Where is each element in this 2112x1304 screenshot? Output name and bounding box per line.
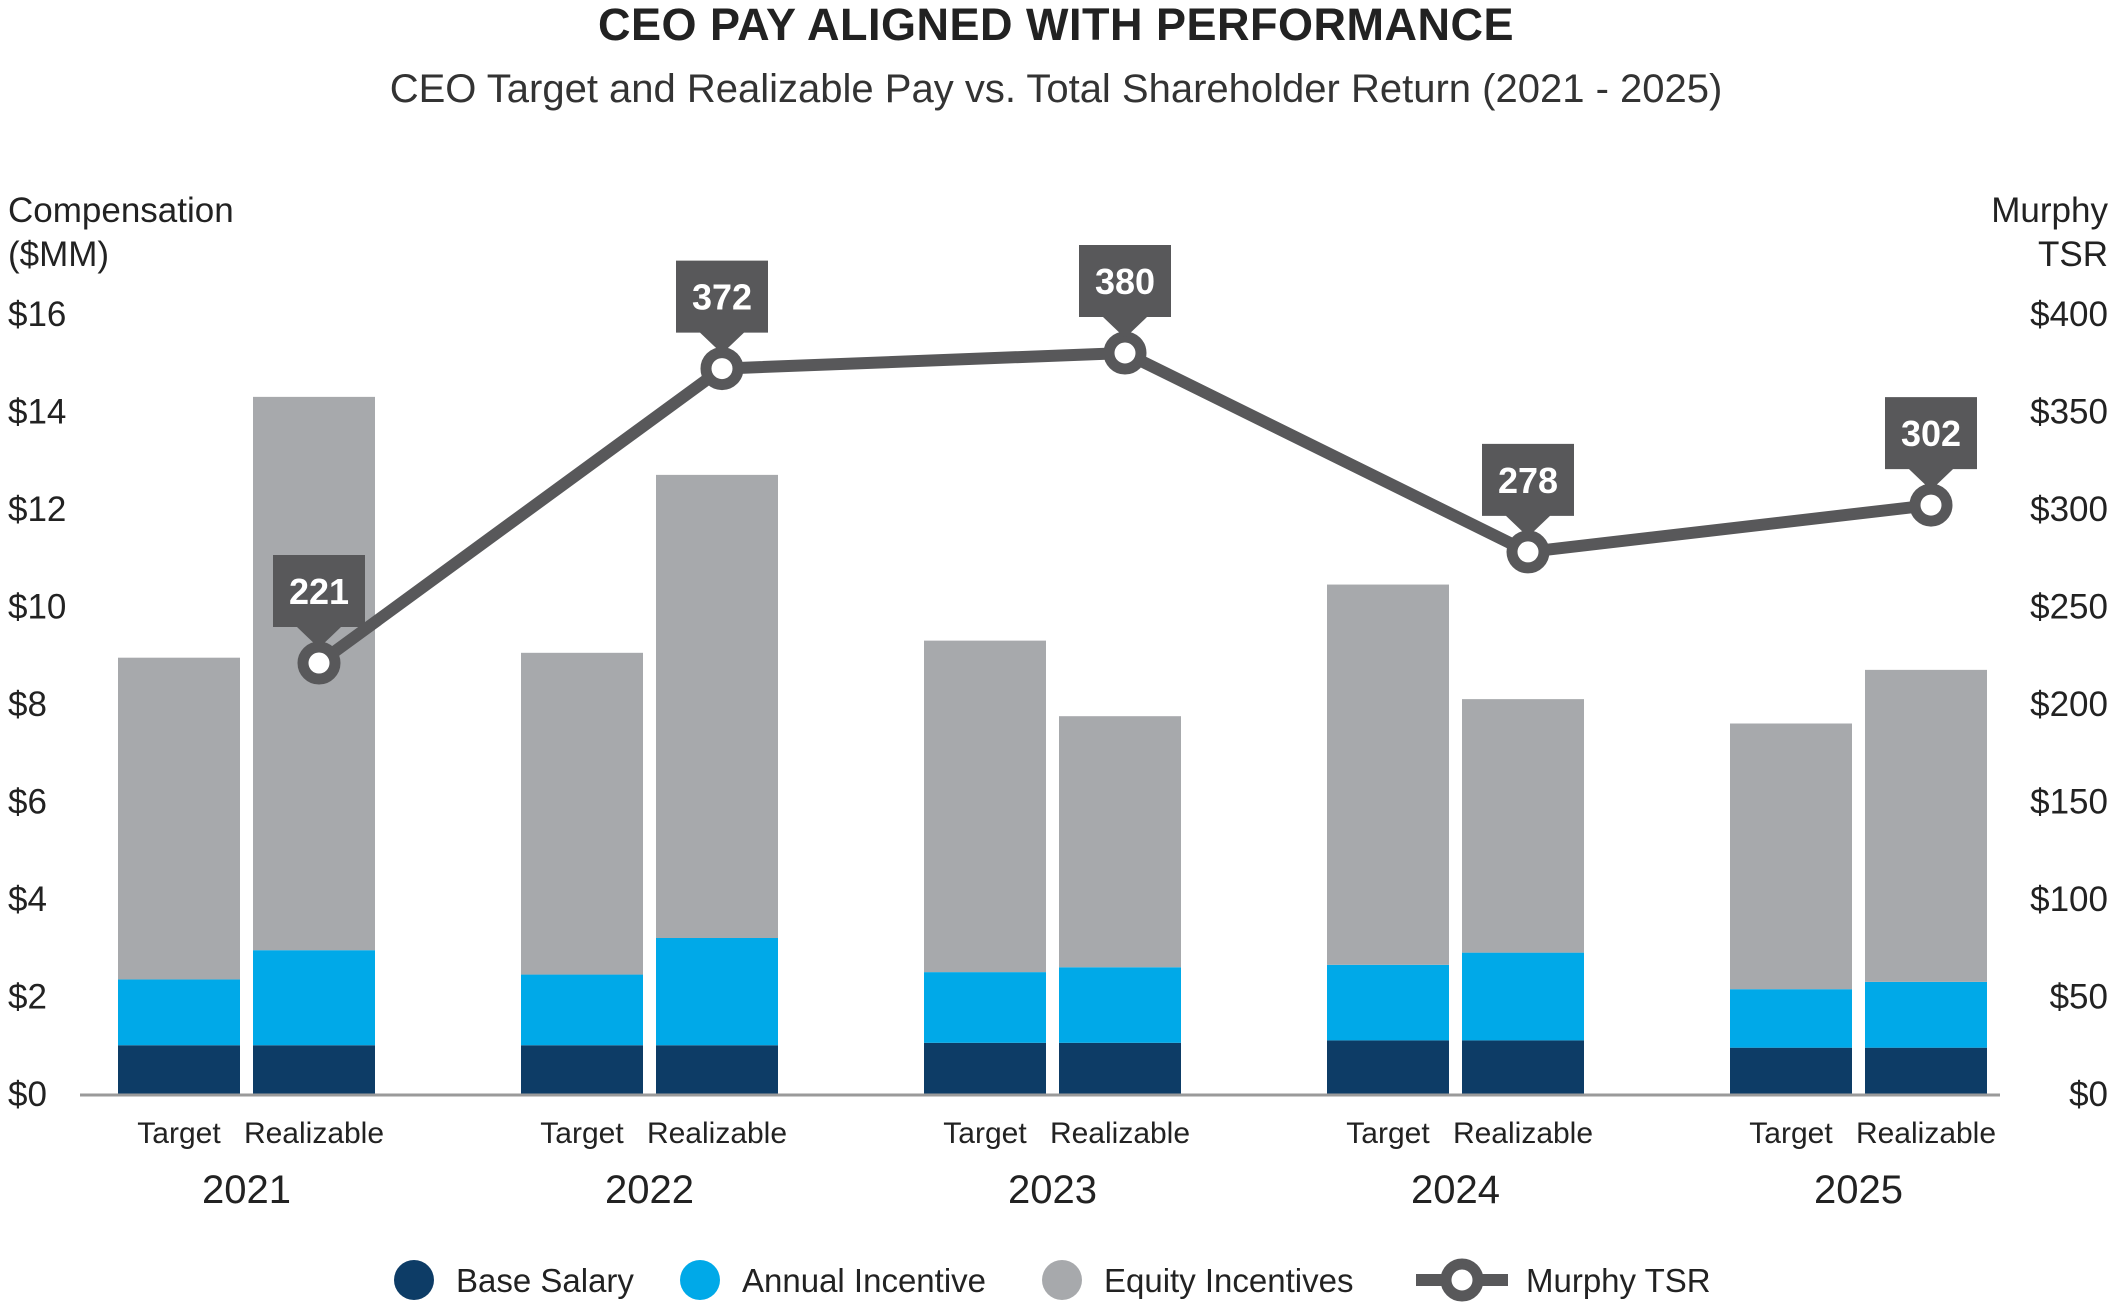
left-tick-label: $8 bbox=[8, 685, 47, 724]
bar-segment-base-salary bbox=[521, 1045, 643, 1094]
bar-type-label: Target bbox=[137, 1117, 221, 1150]
bar-type-label: Target bbox=[943, 1117, 1027, 1150]
year-label: 2025 bbox=[1814, 1168, 1903, 1212]
bar-type-label: Realizable bbox=[1856, 1117, 1996, 1150]
bar-segment-annual-incentive bbox=[1462, 952, 1584, 1041]
left-tick-label: $10 bbox=[8, 588, 66, 627]
bar-segment-annual-incentive bbox=[118, 979, 240, 1046]
right-axis-title-line2: TSR bbox=[2038, 235, 2108, 274]
right-tick-label: $0 bbox=[2069, 1075, 2108, 1114]
legend: Base Salary Annual Incentive Equity Incent… bbox=[394, 1258, 1711, 1302]
bar-segment-equity-incentives bbox=[1462, 699, 1584, 953]
tsr-callout bbox=[273, 555, 365, 649]
tsr-marker bbox=[297, 641, 341, 685]
legend-label: Base Salary bbox=[456, 1262, 634, 1299]
left-tick-label: $16 bbox=[8, 295, 66, 334]
tsr-callout bbox=[1079, 245, 1171, 338]
bar-segment-annual-incentive bbox=[924, 972, 1046, 1043]
legend-label: Annual Incentive bbox=[742, 1262, 986, 1299]
bar-type-label: Realizable bbox=[1050, 1117, 1190, 1150]
right-tick-label: $50 bbox=[2050, 978, 2108, 1017]
tsr-marker bbox=[1103, 331, 1147, 375]
legend-swatch bbox=[1042, 1260, 1082, 1300]
bar-segment-base-salary bbox=[1730, 1047, 1852, 1094]
tsr-callout bbox=[1885, 397, 1977, 491]
tsr-marker bbox=[700, 347, 744, 391]
bar-segment-equity-incentives bbox=[1327, 584, 1449, 965]
bar-segment-annual-incentive bbox=[1059, 967, 1181, 1043]
left-tick-label: $4 bbox=[8, 880, 47, 919]
left-tick-label: $0 bbox=[8, 1075, 47, 1114]
left-tick-label: $12 bbox=[8, 490, 66, 529]
bar-type-label: Realizable bbox=[1453, 1117, 1593, 1150]
bar-segment-annual-incentive bbox=[1865, 981, 1987, 1048]
tsr-value-label: 380 bbox=[1095, 261, 1155, 302]
tsr-marker bbox=[1506, 530, 1550, 574]
bar-type-label: Target bbox=[1749, 1117, 1833, 1150]
legend-swatch bbox=[394, 1260, 434, 1300]
bar-segment-equity-incentives bbox=[521, 652, 643, 975]
right-tick-label: $350 bbox=[2030, 393, 2108, 432]
tsr-value-label: 302 bbox=[1901, 413, 1961, 454]
left-tick-label: $14 bbox=[8, 393, 66, 432]
bar-segment-equity-incentives bbox=[118, 657, 240, 980]
bar-type-label: Realizable bbox=[244, 1117, 384, 1150]
bar-segment-base-salary bbox=[1865, 1047, 1987, 1094]
tsr-value-label: 221 bbox=[289, 571, 349, 612]
bar-segment-annual-incentive bbox=[656, 938, 778, 1046]
right-tick-label: $100 bbox=[2030, 880, 2108, 919]
bar-segment-base-salary bbox=[1059, 1042, 1181, 1094]
x-axis-labels: Target Realizable 2021 Target Realizable 2022… bbox=[137, 1117, 1996, 1212]
right-tick-label: $250 bbox=[2030, 588, 2108, 627]
left-tick-label: $6 bbox=[8, 783, 47, 822]
bar-segment-annual-incentive bbox=[1730, 989, 1852, 1048]
tsr-value-label: 372 bbox=[692, 277, 752, 318]
legend-label: Murphy TSR bbox=[1526, 1262, 1711, 1299]
bar-type-label: Target bbox=[1346, 1117, 1430, 1150]
tsr-value-label: 278 bbox=[1498, 460, 1558, 501]
bar-segment-equity-incentives bbox=[1059, 716, 1181, 968]
year-label: 2024 bbox=[1411, 1168, 1500, 1212]
bar-type-label: Realizable bbox=[647, 1117, 787, 1150]
right-tick-label: $400 bbox=[2030, 295, 2108, 334]
bar-segment-annual-incentive bbox=[521, 974, 643, 1046]
bar-segment-equity-incentives bbox=[1865, 669, 1987, 982]
legend-label: Equity Incentives bbox=[1104, 1262, 1353, 1299]
tsr-callout bbox=[676, 260, 768, 354]
bar-segment-base-salary bbox=[253, 1045, 375, 1094]
bar-segment-base-salary bbox=[924, 1042, 1046, 1094]
right-tick-label: $300 bbox=[2030, 490, 2108, 529]
right-axis-title-line1: Murphy bbox=[1991, 191, 2108, 230]
left-tick-label: $2 bbox=[8, 978, 47, 1017]
year-label: 2021 bbox=[202, 1168, 291, 1212]
right-tick-label: $200 bbox=[2030, 685, 2108, 724]
chart-title: CEO PAY ALIGNED WITH PERFORMANCE bbox=[598, 0, 1514, 50]
bar-segment-base-salary bbox=[1327, 1040, 1449, 1094]
bar-type-label: Target bbox=[540, 1117, 624, 1150]
right-tick-label: $150 bbox=[2030, 783, 2108, 822]
right-axis: $0 $50 $100 $150 $200 $250 $300 $350 $400 bbox=[2030, 295, 2108, 1114]
bar-segment-base-salary bbox=[656, 1045, 778, 1094]
legend-swatch bbox=[680, 1260, 720, 1300]
left-axis-title-line1: Compensation bbox=[8, 191, 234, 230]
bars bbox=[118, 396, 1987, 1094]
legend-marker-swatch bbox=[1440, 1258, 1484, 1302]
year-label: 2022 bbox=[605, 1168, 694, 1212]
bar-segment-equity-incentives bbox=[656, 474, 778, 938]
tsr-line bbox=[315, 347, 1932, 668]
tsr-marker bbox=[1909, 483, 1953, 527]
bar-segment-base-salary bbox=[1462, 1040, 1584, 1094]
bar-segment-equity-incentives bbox=[924, 640, 1046, 973]
tsr-line-group: 221 372 380 278 302 bbox=[273, 245, 1977, 685]
year-label: 2023 bbox=[1008, 1168, 1097, 1212]
bar-segment-base-salary bbox=[118, 1045, 240, 1094]
left-axis: $0 $2 $4 $6 $8 $10 $12 $14 $16 bbox=[8, 295, 66, 1114]
tsr-callout bbox=[1482, 443, 1574, 537]
chart-subtitle: CEO Target and Realizable Pay vs. Total … bbox=[390, 67, 1723, 111]
left-axis-title-line2: ($MM) bbox=[8, 235, 109, 274]
bar-segment-annual-incentive bbox=[1327, 964, 1449, 1041]
bar-segment-annual-incentive bbox=[253, 950, 375, 1046]
bar-segment-equity-incentives bbox=[1730, 723, 1852, 990]
